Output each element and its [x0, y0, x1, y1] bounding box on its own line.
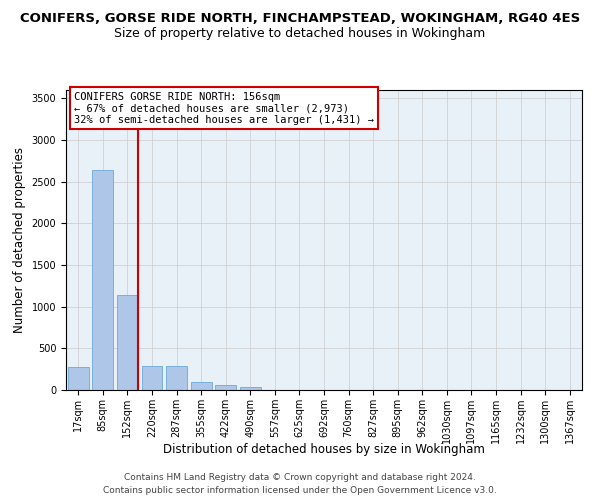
- Text: CONIFERS, GORSE RIDE NORTH, FINCHAMPSTEAD, WOKINGHAM, RG40 4ES: CONIFERS, GORSE RIDE NORTH, FINCHAMPSTEA…: [20, 12, 580, 26]
- Bar: [92, 170, 113, 390]
- Bar: [191, 382, 212, 390]
- Bar: [117, 295, 138, 390]
- Y-axis label: Number of detached properties: Number of detached properties: [13, 147, 26, 333]
- Bar: [240, 387, 261, 390]
- Bar: [68, 366, 89, 390]
- Bar: [142, 366, 163, 390]
- Bar: [166, 366, 187, 390]
- Text: Size of property relative to detached houses in Wokingham: Size of property relative to detached ho…: [115, 28, 485, 40]
- Bar: [215, 386, 236, 390]
- Text: Distribution of detached houses by size in Wokingham: Distribution of detached houses by size …: [163, 442, 485, 456]
- Text: CONIFERS GORSE RIDE NORTH: 156sqm
← 67% of detached houses are smaller (2,973)
3: CONIFERS GORSE RIDE NORTH: 156sqm ← 67% …: [74, 92, 374, 124]
- Text: Contains HM Land Registry data © Crown copyright and database right 2024.
Contai: Contains HM Land Registry data © Crown c…: [103, 474, 497, 495]
